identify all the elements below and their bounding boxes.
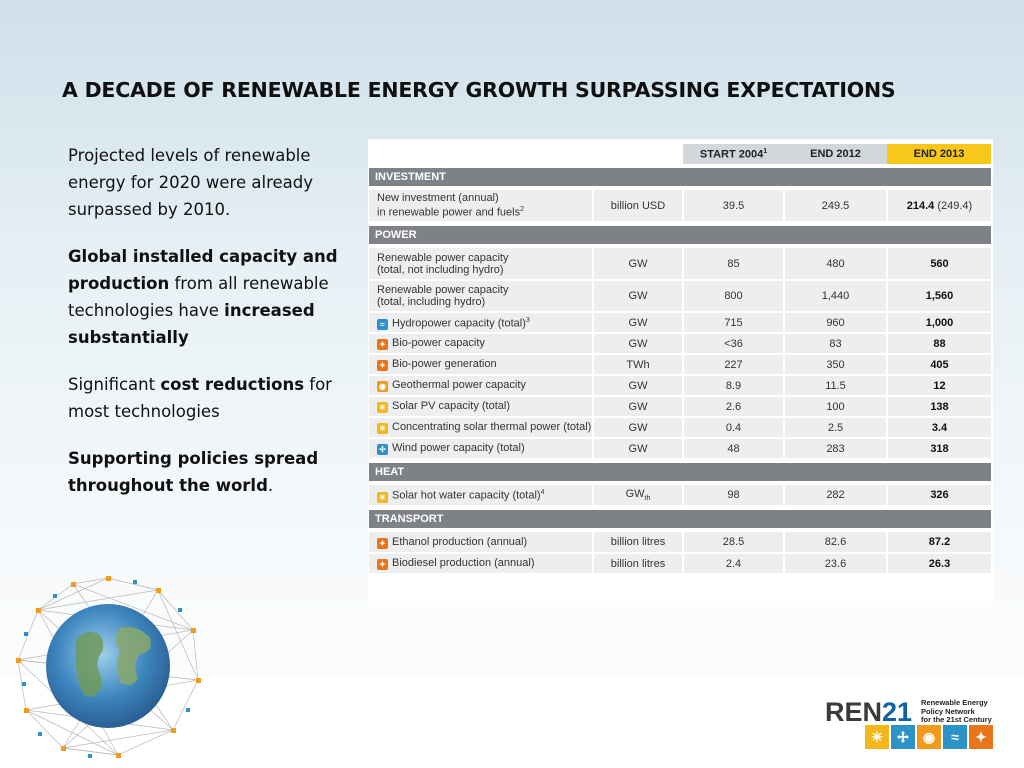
hydro-icon: ≈	[943, 725, 967, 749]
solar-icon: ☀	[377, 402, 388, 413]
logo-icon-row: ☀ ✢ ◉ ≈ ✦	[865, 725, 993, 749]
table-row: ✦ Biodiesel production (annual) billion l…	[369, 553, 991, 575]
table-row: ☀ Concentrating solar thermal power (tota…	[369, 417, 991, 439]
col-end-2013: END 2013	[887, 144, 991, 164]
solar-icon: ☀	[865, 725, 889, 749]
hydro-icon: ≈	[377, 319, 388, 331]
col-start-2004: START 20041	[683, 144, 784, 164]
renewables-table: START 20041 END 2012 END 2013 INVESTMENT…	[368, 139, 993, 607]
table-row: ☀ Solar PV capacity (total) GW 2.6 100 13…	[369, 396, 991, 418]
table-header-row: START 20041 END 2012 END 2013	[369, 144, 991, 164]
table-row: ✦ Ethanol production (annual) billion lit…	[369, 532, 991, 554]
logo-tagline: Renewable Energy Policy Network for the …	[921, 698, 992, 724]
footer-band	[0, 676, 1024, 768]
geothermal-icon: ◉	[917, 725, 941, 749]
wind-icon: ✢	[377, 444, 388, 455]
bio-icon: ✦	[969, 725, 993, 749]
slide-title: A DECADE OF RENEWABLE ENERGY GROWTH SURP…	[62, 78, 896, 102]
wind-icon: ✢	[891, 725, 915, 749]
geothermal-icon: ◉	[377, 381, 388, 392]
bullet-4: Supporting policies spread throughout th…	[68, 449, 319, 495]
table-row: New investment (annual) in renewable powe…	[369, 190, 991, 223]
section-transport: TRANSPORT	[369, 510, 991, 528]
bio-icon: ✦	[377, 339, 388, 350]
table-row: ✦ Bio-power capacity GW <36 83 88	[369, 333, 991, 355]
section-power: POWER	[369, 226, 991, 244]
ren21-logo: REN21 Renewable Energy Policy Network fo…	[825, 697, 1015, 755]
solar-icon: ☀	[377, 423, 388, 434]
bullet-1: Projected levels of renewable energy for…	[68, 146, 313, 219]
bio-icon: ✦	[377, 559, 388, 570]
table-row: ✢ Wind power capacity (total) GW 48 283 3…	[369, 438, 991, 460]
table-row: ☀ Solar hot water capacity (total)4 GWth …	[369, 485, 991, 507]
solar-icon: ☀	[377, 491, 388, 503]
logo-wordmark: REN21	[825, 697, 913, 727]
bullet-list: Projected levels of renewable energy for…	[68, 142, 354, 519]
table-row: ≈ Hydropower capacity (total)3 GW 715 960…	[369, 312, 991, 334]
section-investment: INVESTMENT	[369, 168, 991, 186]
bio-icon: ✦	[377, 360, 388, 371]
bio-icon: ✦	[377, 537, 388, 549]
globe-icon	[16, 576, 201, 758]
bullet-3: Significant cost reductions for most tec…	[68, 375, 332, 421]
table-row: ◉ Geothermal power capacity GW 8.9 11.5 1…	[369, 375, 991, 397]
globe-network-illustration	[8, 570, 208, 760]
table-row: Renewable power capacity (total, not incl…	[369, 248, 991, 281]
table-row: ✦ Bio-power generation TWh 227 350 405	[369, 354, 991, 376]
section-heat: HEAT	[369, 463, 991, 481]
table-row: Renewable power capacity (total, includin…	[369, 280, 991, 313]
col-end-2012: END 2012	[784, 144, 887, 164]
bullet-2: Global installed capacity and production…	[68, 247, 338, 347]
